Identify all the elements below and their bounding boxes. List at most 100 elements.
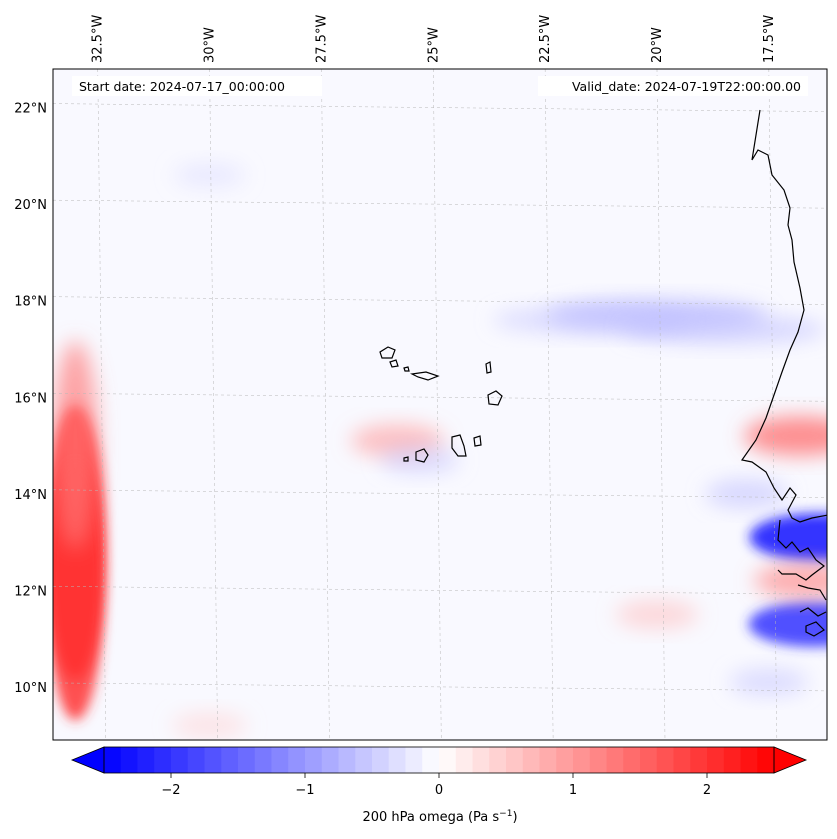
omega-west-edge-ascent-strip <box>53 341 98 551</box>
colorbar-tick-label: 1 <box>569 783 577 798</box>
omega-coastal-ascent <box>754 563 827 599</box>
colorbar-tick-label: 2 <box>703 783 711 798</box>
colorbar-step <box>372 747 390 773</box>
colorbar-step <box>522 747 540 773</box>
omega-south-edge-ascent <box>171 712 248 739</box>
cape-verde-santiago <box>451 434 467 457</box>
meridian-line <box>97 69 106 740</box>
valid-date-label: Valid_date: 2024-07-19T22:00:00.00 <box>572 79 801 94</box>
colorbar-step <box>104 747 122 773</box>
lat-label: 12°N <box>14 584 47 599</box>
colorbar-step <box>187 747 205 773</box>
longitude-labels: 32.5°W 30°W 27.5°W 25°W 22.5°W 20°W 17.5… <box>91 15 777 63</box>
colorbar-step <box>305 747 323 773</box>
colorbar-step <box>120 747 138 773</box>
colorbar-step <box>606 747 624 773</box>
colorbar-step <box>539 747 557 773</box>
omega-zonal-subsidence-band <box>622 315 826 345</box>
omega-eastern-subsidence <box>729 668 809 696</box>
coastlines <box>379 109 827 637</box>
map-frame <box>52 68 828 741</box>
lat-label: 22°N <box>14 102 47 117</box>
graticule <box>53 69 827 740</box>
colorbar-step <box>589 747 607 773</box>
colorbar-step <box>271 747 289 773</box>
omega-coastal-subsidence <box>748 601 827 647</box>
meridian-line <box>768 69 778 740</box>
colorbar-step <box>204 747 222 773</box>
cape-verde-fogo <box>415 448 429 463</box>
colorbar-step <box>288 747 306 773</box>
latitude-labels: 22°N 20°N 18°N 16°N 14°N 12°N 10°N <box>14 102 47 696</box>
colorbar-step <box>673 747 691 773</box>
colorbar-step <box>137 747 155 773</box>
colorbar-tick-label: 0 <box>435 783 443 798</box>
lat-label: 16°N <box>14 391 47 406</box>
colorbar-step <box>556 747 574 773</box>
valid-date-box <box>538 76 808 96</box>
omega-northwest-subsidence <box>173 162 246 188</box>
colorbar-step <box>757 747 775 773</box>
colorbar-step <box>388 747 406 773</box>
omega-coastal-ascent <box>744 416 827 456</box>
lon-label: 22.5°W <box>538 15 553 63</box>
colorbar-step <box>422 747 440 773</box>
colorbar-step <box>405 747 423 773</box>
meridian-line <box>656 69 666 740</box>
colorbar-step <box>338 747 356 773</box>
colorbar-step <box>707 747 725 773</box>
lat-label: 10°N <box>14 681 47 696</box>
cape-verde-santa-luzia <box>403 366 410 372</box>
colorbar-step <box>623 747 641 773</box>
lon-label: 32.5°W <box>91 15 106 63</box>
colorbar-tick-label: −2 <box>161 783 180 798</box>
colorbar-tick-label: −1 <box>295 783 314 798</box>
lon-label: 25°W <box>426 27 441 63</box>
cape-verde-sao-vicente <box>389 359 399 368</box>
colorbar-label: 200 hPa omega (Pa s−1) <box>362 809 517 825</box>
colorbar-step <box>489 747 507 773</box>
lat-label: 18°N <box>14 295 47 310</box>
colorbar: −2 −1 0 1 2 200 hPa omega (Pa s−1) <box>70 746 808 825</box>
meridian-line <box>433 69 442 740</box>
africa-coastline <box>740 109 827 637</box>
omega-southern-ascent <box>615 600 699 629</box>
colorbar-step <box>171 747 189 773</box>
map-panel: Start date: 2024-07-17_00:00:00 Valid_da… <box>52 68 828 741</box>
meridian-line <box>544 69 554 740</box>
colorbar-label-exponent: −1 <box>499 809 512 819</box>
colorbar-ticks: −2 −1 0 1 2 <box>161 773 711 798</box>
colorbar-step <box>723 747 741 773</box>
cape-verde-santo-antao <box>379 346 396 359</box>
colorbar-step <box>154 747 172 773</box>
colorbar-high-extend <box>773 746 808 774</box>
meridian-line <box>209 69 218 740</box>
cape-verde-boa-vista <box>487 390 503 406</box>
colorbar-step <box>439 747 457 773</box>
colorbar-step <box>355 747 373 773</box>
colorbar-low-extend <box>70 746 105 774</box>
cape-verde-maio <box>473 435 482 447</box>
colorbar-step <box>321 747 339 773</box>
lon-label: 20°W <box>650 27 665 63</box>
colorbar-label-prefix: 200 hPa omega (Pa s <box>362 810 499 825</box>
cape-verde-sal <box>485 361 492 374</box>
omega-coastal-subsidence <box>749 513 827 562</box>
omega-field <box>53 162 827 739</box>
cape-verde-sao-nicolau <box>410 371 440 381</box>
colorbar-step <box>656 747 674 773</box>
omega-eastern-subsidence <box>705 479 788 509</box>
colorbar-step <box>740 747 758 773</box>
colorbar-steps <box>104 747 775 773</box>
meridian-line <box>321 69 330 740</box>
colorbar-step <box>506 747 524 773</box>
lat-label: 20°N <box>14 198 47 213</box>
start-date-box <box>72 76 322 96</box>
lon-label: 30°W <box>203 27 218 63</box>
colorbar-step <box>640 747 658 773</box>
lat-label: 14°N <box>14 488 47 503</box>
colorbar-step <box>455 747 473 773</box>
lon-label: 27.5°W <box>314 15 329 63</box>
lon-label: 17.5°W <box>762 15 777 63</box>
